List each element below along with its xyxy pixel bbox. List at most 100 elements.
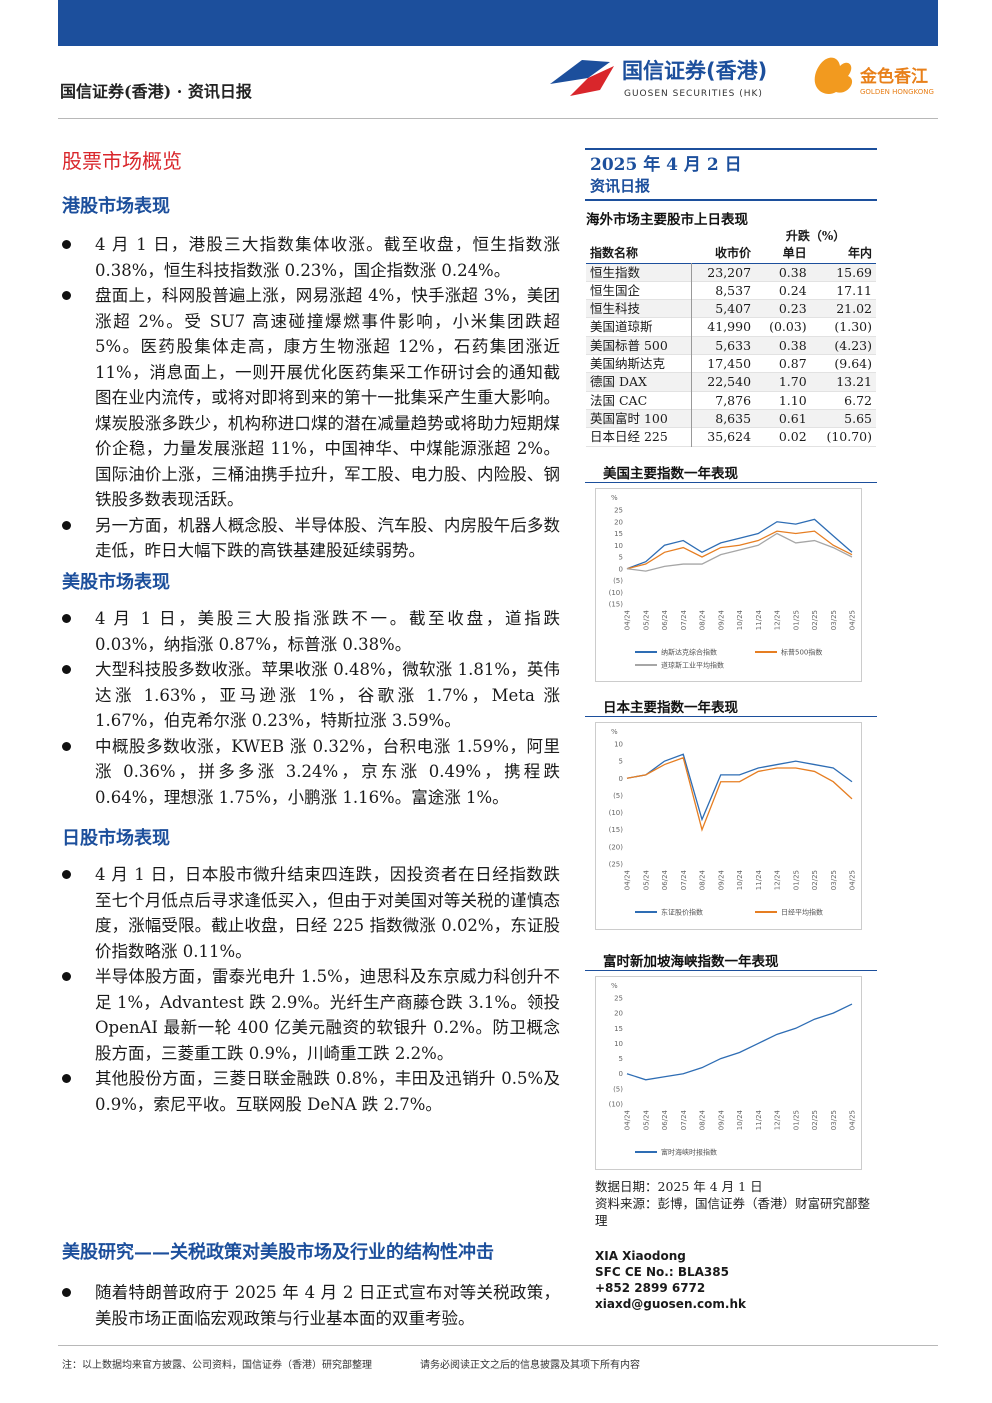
table-cell: 恒生国企 <box>586 281 692 300</box>
bullet: 大型科技股多数收涨。苹果收涨 0.48%，微软涨 1.81%，英伟达涨 1.63… <box>62 657 560 734</box>
table-cell: 15.69 <box>836 264 872 280</box>
logo-mark <box>570 66 614 96</box>
x-tick-label: 12/24 <box>774 1109 782 1130</box>
series-line <box>626 530 853 570</box>
chart-title: 美国主要指数一年表现 <box>603 466 738 482</box>
x-tick-label: 11/24 <box>755 869 763 890</box>
table-cell: 0.87 <box>778 356 807 372</box>
rule <box>585 199 877 201</box>
table-cell: 日本日经 225 <box>586 427 692 447</box>
series-line <box>626 1003 853 1081</box>
table-cell: 美国标普 500 <box>586 336 692 355</box>
y-tick-label: 20 <box>614 518 623 526</box>
section-title: 股票市场概览 <box>62 149 182 173</box>
rule <box>585 716 877 717</box>
x-tick-label: 05/24 <box>642 609 650 630</box>
x-tick-label: 02/25 <box>811 870 819 890</box>
series-line <box>626 532 853 572</box>
y-tick-label: (5) <box>613 1085 623 1093</box>
chart-frame <box>595 722 862 930</box>
th <box>586 228 691 245</box>
logos: 国信证券(香港) GUOSEN SECURITIES (HK) 金色香江 GOL… <box>550 57 934 99</box>
bullet-list: 4 月 1 日，美股三大股指涨跌不一。截至收盘，道指跌 0.03%，纳指涨 0.… <box>62 606 560 810</box>
table-title: 海外市场主要股市上日表现 <box>586 212 748 228</box>
y-tick-label: 5 <box>619 758 623 766</box>
x-tick-label: 01/25 <box>792 870 800 890</box>
x-tick-label: 08/24 <box>699 609 707 630</box>
logo2-mark <box>814 57 853 94</box>
x-tick-label: 12/24 <box>774 609 782 630</box>
y-tick-label: 10 <box>614 741 623 749</box>
bullet: 半导体股方面，雷泰光电升 1.5%，迪思科及东京威力科创升不足 1%，Advan… <box>62 964 560 1066</box>
x-tick-label: 02/25 <box>811 1110 819 1130</box>
table-cell: 1.10 <box>778 392 807 408</box>
legend-label: 东证股价指数 <box>661 908 703 917</box>
table-cell: (0.03) <box>769 319 807 335</box>
logo2-text: 金色香江 <box>859 66 928 87</box>
x-tick-label: 03/25 <box>830 1110 838 1130</box>
table-cell: 0.38 <box>778 264 807 280</box>
rule <box>585 148 877 150</box>
x-tick-label: 05/24 <box>642 869 650 890</box>
contact-line: SFC CE No.: BLA385 <box>595 1265 729 1279</box>
bullet: 另一方面，机器人概念股、半导体股、汽车股、内房股午后多数走低，昨日大幅下跌的高铁… <box>62 513 560 564</box>
table-cell: 恒生指数 <box>586 263 692 282</box>
y-tick-label: (10) <box>609 809 624 817</box>
table-cell: 17,450 <box>707 356 752 372</box>
table-cell: (4.23) <box>834 337 872 353</box>
x-tick-label: 01/25 <box>792 610 800 630</box>
table-cell: 5,407 <box>715 301 752 317</box>
table-cell: 13.21 <box>836 374 872 390</box>
y-tick-label: (25) <box>609 861 624 869</box>
table-cell: 德国 DAX <box>586 372 692 392</box>
x-tick-label: 03/25 <box>830 610 838 630</box>
series-line <box>626 753 853 822</box>
market-table: 升跌（%） 指数名称 收市价 单日 年内 恒生指数 23,207 0.38 15.69… <box>586 228 876 447</box>
bullet: 随着特朗普政府于 2025 年 4 月 2 日正式宣布对等关税政策，美股市场正面… <box>62 1280 560 1331</box>
table-cell: 0.24 <box>778 282 807 298</box>
y-tick-label: (15) <box>609 601 624 609</box>
table-cell: 0.23 <box>778 301 807 317</box>
rule <box>585 482 877 483</box>
x-tick-label: 01/25 <box>792 1110 800 1130</box>
table-cell: 1.70 <box>778 374 807 390</box>
legend-label: 纳斯达克综合指数 <box>661 648 717 657</box>
y-tick-label: 0 <box>619 1070 623 1078</box>
th: 指数名称 <box>590 246 639 261</box>
table-row: 美国道琼斯 41,990 (0.03) (1.30) <box>586 317 876 337</box>
y-tick-label: 5 <box>619 1055 623 1063</box>
footer-rule <box>58 1345 938 1346</box>
chart: % 25 20 15 10 5 0 (5) (10) (15)04/24 05/24 06/24 07/… <box>595 488 862 682</box>
y-tick-label: (10) <box>609 1101 624 1109</box>
brand: 国信证券(香港) · 资讯日报 <box>60 82 252 101</box>
x-tick-label: 10/24 <box>736 869 744 890</box>
source: 资料来源：彭博，国信证券（香港）财富研究部整理 <box>595 1196 871 1228</box>
th <box>691 228 755 245</box>
report-date: 2025 年 4 月 2 日 <box>590 155 742 175</box>
table-cell: 22,540 <box>707 374 752 390</box>
y-tick-label: (15) <box>609 826 624 834</box>
x-tick-label: 04/25 <box>849 610 857 630</box>
chart-frame <box>595 488 862 682</box>
bullet-list: 4 月 1 日，港股三大指数集体收涨。截至收盘，恒生指数涨 0.38%，恒生科技… <box>62 232 560 564</box>
table-body: 恒生指数 23,207 0.38 15.69 恒生国企 8,537 0.24 17.11 恒生科… <box>586 263 876 447</box>
x-tick-label: 10/24 <box>736 1109 744 1130</box>
table-cell: 恒生科技 <box>586 299 692 318</box>
footnote: 注：以上数据均来官方披露、公司资料，国信证券（香港）研究部整理 <box>62 1360 372 1371</box>
y-tick-label: 10 <box>614 1040 623 1048</box>
bullet: 4 月 1 日，港股三大指数集体收涨。截至收盘，恒生指数涨 0.38%，恒生科技… <box>62 232 560 283</box>
chart-title: 日本主要指数一年表现 <box>603 700 738 716</box>
y-axis-label: % <box>611 982 618 990</box>
x-tick-label: 08/24 <box>699 869 707 890</box>
header-rule <box>58 118 938 119</box>
y-tick-label: 0 <box>619 565 623 573</box>
bullet: 中概股多数收涨，KWEB 涨 0.32%，台积电涨 1.59%，阿里涨 0.36… <box>62 734 560 811</box>
x-tick-label: 06/24 <box>661 869 669 890</box>
table-cell: (9.64) <box>834 356 872 372</box>
x-tick-label: 07/24 <box>680 609 688 630</box>
y-tick-label: 0 <box>619 775 623 783</box>
table-cell: 21.02 <box>836 301 872 317</box>
x-tick-label: 04/24 <box>624 869 632 890</box>
y-axis-label: % <box>611 728 618 736</box>
x-tick-label: 11/24 <box>755 609 763 630</box>
